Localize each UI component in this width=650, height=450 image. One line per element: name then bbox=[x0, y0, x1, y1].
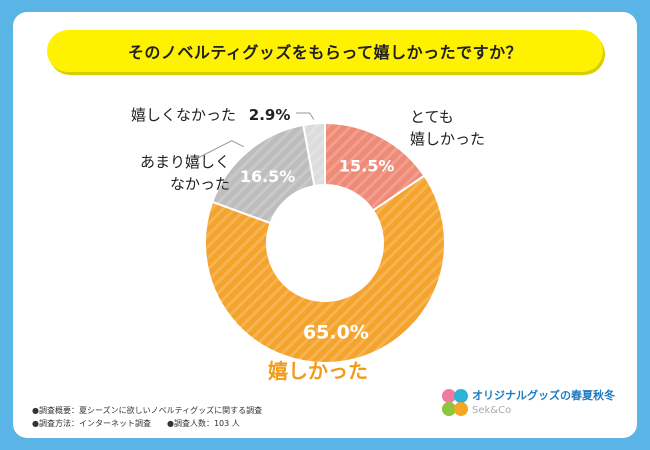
label-not-happy-text: 嬉しくなかった bbox=[131, 106, 237, 124]
slice-not-happy-texture bbox=[303, 123, 325, 186]
logo-subtext: Sek&Co bbox=[472, 405, 512, 416]
title-banner: そのノベルティグッズをもらって嬉しかったですか？ bbox=[47, 30, 603, 72]
slice-very-happy-texture bbox=[325, 123, 425, 211]
value-label-happy: 65.0% bbox=[303, 321, 369, 343]
label-not-happy: 嬉しくなかった 2.9% bbox=[131, 104, 290, 126]
label-not-happy-value: 2.9% bbox=[248, 106, 291, 124]
seasons-logo-icon bbox=[442, 389, 468, 416]
label-not-very-happy-line1: あまり嬉しく bbox=[139, 153, 230, 171]
leader-line-not-very-happy bbox=[193, 140, 244, 161]
label-not-very-happy-line2: なかった bbox=[169, 175, 230, 193]
value-label-not-very-happy: 16.5% bbox=[240, 167, 296, 186]
donut-hole bbox=[267, 185, 383, 301]
label-very-happy: とても 嬉しかった bbox=[410, 106, 485, 150]
value-label-very-happy: 15.5% bbox=[339, 156, 395, 175]
slice-happy-texture bbox=[204, 175, 446, 364]
leader-line-not-happy bbox=[296, 112, 315, 120]
note-survey-outline: ●調査概要：夏シーズンに欲しいノベルティグッズに関する調査 bbox=[32, 406, 263, 415]
label-happy: 嬉しかった bbox=[268, 359, 368, 383]
slice-not-very-happy-texture bbox=[212, 124, 315, 224]
label-not-very-happy: あまり嬉しく なかった bbox=[100, 151, 230, 195]
note-survey-method: ●調査方法：インターネット調査 ●調査人数：103 人 bbox=[32, 419, 240, 428]
label-very-happy-line2: 嬉しかった bbox=[410, 130, 486, 148]
label-very-happy-line1: とても bbox=[410, 108, 454, 126]
logo-text: オリジナルグッズの春夏秋冬 bbox=[472, 389, 615, 402]
brand-logo: オリジナルグッズの春夏秋冬 Sek&Co bbox=[440, 385, 630, 425]
chart-title: そのノベルティグッズをもらって嬉しかったですか？ bbox=[127, 43, 523, 62]
